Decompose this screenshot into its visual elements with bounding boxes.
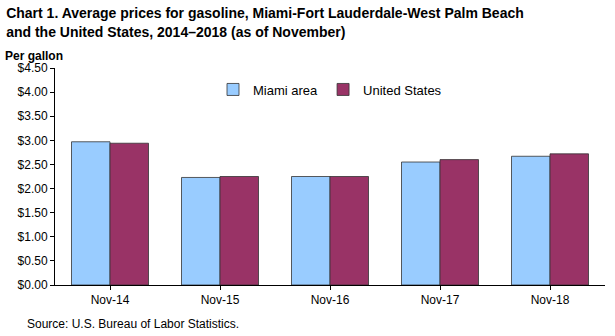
svg-text:Nov-14: Nov-14 <box>91 293 130 307</box>
svg-text:$2.00: $2.00 <box>18 182 48 196</box>
svg-text:Nov-15: Nov-15 <box>201 293 240 307</box>
svg-text:$4.50: $4.50 <box>18 61 48 75</box>
svg-text:Miami area: Miami area <box>253 83 318 98</box>
svg-text:Nov-16: Nov-16 <box>311 293 350 307</box>
svg-text:Nov-18: Nov-18 <box>531 293 570 307</box>
svg-text:Source: U.S. Bureau of Labor S: Source: U.S. Bureau of Labor Statistics. <box>27 317 239 331</box>
svg-text:United States: United States <box>363 83 442 98</box>
svg-text:Per gallon: Per gallon <box>5 49 63 63</box>
svg-text:$0.50: $0.50 <box>18 254 48 268</box>
svg-text:$4.00: $4.00 <box>18 85 48 99</box>
svg-text:Nov-17: Nov-17 <box>421 293 460 307</box>
svg-text:$1.00: $1.00 <box>18 230 48 244</box>
svg-text:$0.00: $0.00 <box>18 278 48 292</box>
svg-text:$3.50: $3.50 <box>18 109 48 123</box>
svg-text:$2.50: $2.50 <box>18 158 48 172</box>
svg-text:$1.50: $1.50 <box>18 206 48 220</box>
svg-text:Chart 1. Average prices for ga: Chart 1. Average prices for gasoline, Mi… <box>6 5 524 39</box>
svg-text:$3.00: $3.00 <box>18 134 48 148</box>
